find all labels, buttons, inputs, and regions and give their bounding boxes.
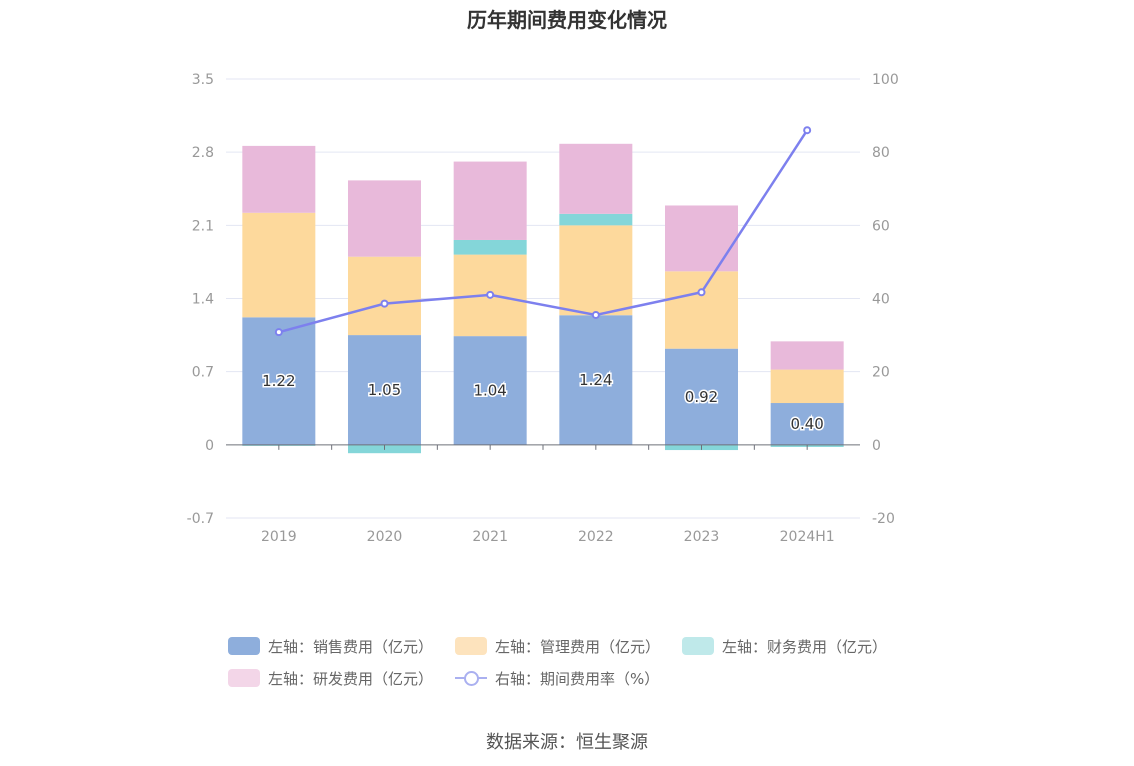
rate-point bbox=[591, 310, 600, 319]
legend-item-rnd[interactable]: 左轴：研发费用（亿元） bbox=[228, 668, 433, 689]
legend-swatch-rnd bbox=[228, 669, 260, 687]
legend-label-rnd: 左轴：研发费用（亿元） bbox=[268, 669, 434, 688]
bar-segment-0-2024H1 bbox=[770, 403, 844, 445]
chart-title: 历年期间费用变化情况 bbox=[467, 8, 667, 32]
bar-segment-1-2019 bbox=[242, 212, 316, 318]
left-tick-label: 2.1 bbox=[192, 218, 214, 234]
bar-segment-1-2023 bbox=[665, 271, 738, 349]
bar-segment-3-2020 bbox=[348, 180, 421, 257]
data-label-sales: 1.24 bbox=[579, 371, 612, 389]
x-tick-label: 2021 bbox=[472, 529, 508, 545]
data-label-sales: 0.92 bbox=[685, 388, 718, 406]
legend: 左轴：销售费用（亿元） 左轴：管理费用（亿元） 左轴：财务费用（亿元） 左轴：研… bbox=[228, 630, 928, 694]
bar-segment-0-2022 bbox=[559, 315, 633, 445]
bar-segment-3-2019 bbox=[242, 145, 316, 213]
rate-point bbox=[697, 288, 706, 297]
bar-segment-0-2023 bbox=[665, 348, 738, 445]
legend-label-mgmt: 左轴：管理费用（亿元） bbox=[495, 637, 661, 656]
right-tick-label: 0 bbox=[872, 438, 881, 454]
right-tick-label: 20 bbox=[872, 365, 890, 381]
bar-segment-2-2021 bbox=[453, 239, 527, 255]
bar-segment-0-2021 bbox=[453, 336, 527, 445]
legend-label-rate: 右轴：期间费用率（%） bbox=[495, 669, 660, 688]
bar-segment-3-2023 bbox=[665, 205, 738, 272]
left-tick-label: 0 bbox=[205, 438, 214, 454]
x-tick-label: 2023 bbox=[684, 529, 720, 545]
right-tick-label: 80 bbox=[872, 145, 890, 161]
x-tick-label: 2022 bbox=[578, 529, 614, 545]
legend-item-finance[interactable]: 左轴：财务费用（亿元） bbox=[682, 636, 887, 657]
right-tick-label: 100 bbox=[872, 72, 899, 88]
legend-swatch-sales bbox=[228, 637, 260, 655]
bar-segment-2-2022 bbox=[559, 213, 633, 226]
bar-segment-3-2022 bbox=[559, 143, 633, 214]
bar-segment-1-2024H1 bbox=[770, 369, 844, 404]
legend-label-sales: 左轴：销售费用（亿元） bbox=[268, 637, 434, 656]
right-tick-label: 60 bbox=[872, 218, 890, 234]
left-tick-label: 1.4 bbox=[192, 292, 214, 308]
left-tick-label: 3.5 bbox=[192, 72, 214, 88]
legend-label-finance: 左轴：财务费用（亿元） bbox=[722, 637, 888, 656]
legend-line-icon bbox=[455, 669, 488, 687]
left-tick-label: 0.7 bbox=[192, 365, 214, 381]
bar-segment-1-2022 bbox=[559, 225, 633, 316]
legend-item-sales[interactable]: 左轴：销售费用（亿元） bbox=[228, 636, 433, 657]
right-tick-label: -20 bbox=[872, 511, 895, 527]
x-tick-label: 2019 bbox=[261, 529, 297, 545]
rate-line bbox=[278, 129, 809, 334]
bar-segment-0-2019 bbox=[242, 317, 316, 445]
data-label-sales: 1.04 bbox=[473, 381, 506, 399]
legend-swatch-mgmt bbox=[455, 637, 488, 655]
data-label-sales: 0.40 bbox=[790, 415, 823, 433]
left-tick-label: -0.7 bbox=[187, 511, 214, 527]
rate-point bbox=[380, 299, 389, 308]
rate-point bbox=[803, 126, 812, 135]
data-label-sales: 1.05 bbox=[368, 381, 401, 399]
bar-segment-3-2021 bbox=[453, 161, 527, 240]
source-note: 数据来源：恒生聚源 bbox=[486, 732, 648, 753]
right-tick-label: 40 bbox=[872, 292, 890, 308]
legend-item-rate[interactable]: 右轴：期间费用率（%） bbox=[455, 668, 659, 689]
legend-item-mgmt[interactable]: 左轴：管理费用（亿元） bbox=[455, 636, 660, 657]
bar-segment-1-2020 bbox=[348, 256, 421, 336]
data-label-sales: 1.22 bbox=[262, 372, 295, 390]
rate-point bbox=[274, 328, 283, 337]
bar-segment-3-2024H1 bbox=[770, 341, 844, 370]
x-tick-label: 2024H1 bbox=[780, 529, 835, 545]
legend-swatch-finance bbox=[682, 637, 715, 655]
rate-point bbox=[486, 290, 495, 299]
bar-segment-0-2020 bbox=[348, 335, 421, 445]
x-tick-label: 2020 bbox=[367, 529, 403, 545]
left-tick-label: 2.8 bbox=[192, 145, 214, 161]
